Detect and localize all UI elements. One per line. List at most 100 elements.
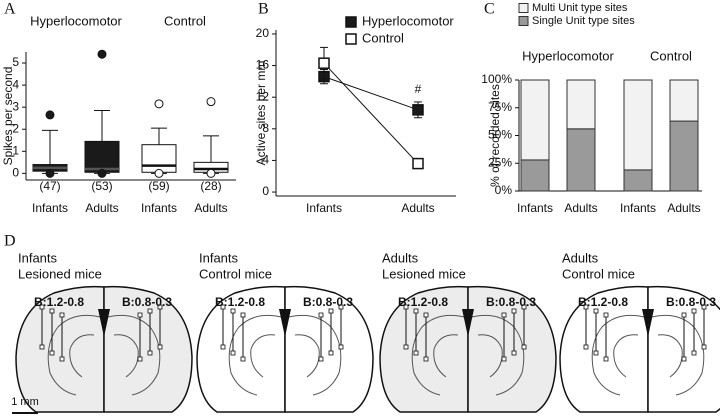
n-label: (53) <box>91 179 112 193</box>
brain-structure <box>591 314 645 396</box>
brain-outline <box>196 285 286 413</box>
y-tick-label: 3 <box>12 99 19 113</box>
recording-site <box>593 308 599 314</box>
brain-structure <box>113 334 139 378</box>
recording-site <box>230 308 236 314</box>
panel-letter: C <box>484 1 495 18</box>
x-tick-label: Infants <box>620 201 656 215</box>
legend-marker <box>345 33 357 45</box>
recording-site <box>593 350 599 356</box>
ventricle <box>468 309 474 337</box>
group-title: Adults <box>562 250 599 265</box>
recording-site <box>157 304 163 310</box>
recording-site <box>691 308 697 314</box>
recording-site <box>681 356 687 362</box>
recording-site <box>583 304 589 310</box>
series-line <box>323 76 419 111</box>
recording-site <box>318 356 324 362</box>
brain-structure <box>47 314 101 396</box>
group-title: Lesioned mice <box>18 266 102 281</box>
x-tick-label: Infants <box>141 201 177 215</box>
panel-letter: D <box>4 233 16 250</box>
brain-section <box>379 285 469 413</box>
recording-site <box>403 304 409 310</box>
y-axis-label: Active sites per mm <box>254 61 268 166</box>
brain-structure <box>69 334 95 378</box>
outlier <box>97 168 107 178</box>
marker <box>318 57 330 69</box>
group-title: Control mice <box>199 266 272 281</box>
x-tick-label: Infants <box>32 201 68 215</box>
bar-segment <box>623 79 653 171</box>
recording-site <box>423 356 429 362</box>
recording-site <box>318 312 324 318</box>
recording-site <box>501 312 507 318</box>
recording-site <box>220 344 226 350</box>
y-tick-label: 50% <box>488 128 512 142</box>
brain-outline <box>379 285 469 413</box>
recording-site <box>328 308 334 314</box>
brain-section <box>103 285 193 413</box>
n-label: (28) <box>200 179 221 193</box>
legend-label: Multi Unit type sites <box>532 2 628 14</box>
bar-segment <box>669 120 699 192</box>
series-line <box>323 62 419 164</box>
legend-label: Single Unit type sites <box>532 15 635 27</box>
group-title: Infants <box>18 250 58 265</box>
recording-site <box>423 312 429 318</box>
brain-section <box>647 285 720 413</box>
brain-structure <box>411 314 465 396</box>
recording-site <box>137 312 143 318</box>
outlier <box>97 49 107 59</box>
section-label: B:1.2-0.8 <box>34 295 84 309</box>
y-tick-label: 100% <box>481 72 512 86</box>
y-tick-label: 75% <box>488 100 512 114</box>
ventricle <box>104 309 110 337</box>
recording-site <box>39 344 45 350</box>
n-label: (59) <box>148 179 169 193</box>
bar-segment <box>669 79 699 122</box>
brain-structure <box>250 334 276 378</box>
annotation: # <box>415 82 422 96</box>
section-label: B:0.8-0.3 <box>303 295 353 309</box>
recording-site <box>220 304 226 310</box>
x-tick-label: Adults <box>194 201 227 215</box>
brain-structure <box>477 334 503 378</box>
legend-marker <box>345 16 357 28</box>
section-label: B:0.8-0.3 <box>666 295 716 309</box>
x-tick-label: Adults <box>564 201 597 215</box>
ventricle <box>642 309 648 337</box>
brain-section <box>284 285 374 413</box>
recording-site <box>521 304 527 310</box>
brain-structure <box>294 334 320 378</box>
bar-segment <box>566 128 596 192</box>
recording-site <box>413 350 419 356</box>
ventricle <box>279 309 285 337</box>
group-title: Control mice <box>562 266 635 281</box>
recording-site <box>501 356 507 362</box>
ventricle <box>285 309 291 337</box>
recording-site <box>147 308 153 314</box>
y-tick-label: 4 <box>12 77 19 91</box>
marker <box>412 157 424 170</box>
y-tick-label: 0 <box>12 166 19 180</box>
brain-outline <box>15 285 105 413</box>
recording-site <box>39 304 45 310</box>
recording-site <box>49 350 55 356</box>
recording-site <box>230 350 236 356</box>
group-title: Lesioned mice <box>382 266 466 281</box>
recording-site <box>338 344 344 350</box>
legend-label: Control <box>362 30 404 45</box>
outlier <box>206 97 216 107</box>
brain-section <box>15 285 105 413</box>
ventricle <box>98 309 104 337</box>
recording-site <box>49 308 55 314</box>
section-label: B:0.8-0.3 <box>486 295 536 309</box>
y-axis-label: % of recorded sites <box>488 84 502 187</box>
y-axis-label: Spikes per second <box>1 67 15 166</box>
group-label: Control <box>164 13 206 28</box>
y-tick-label: 12 <box>256 89 270 103</box>
y-tick-label: 25% <box>488 155 512 169</box>
panel-letter: B <box>258 1 269 18</box>
